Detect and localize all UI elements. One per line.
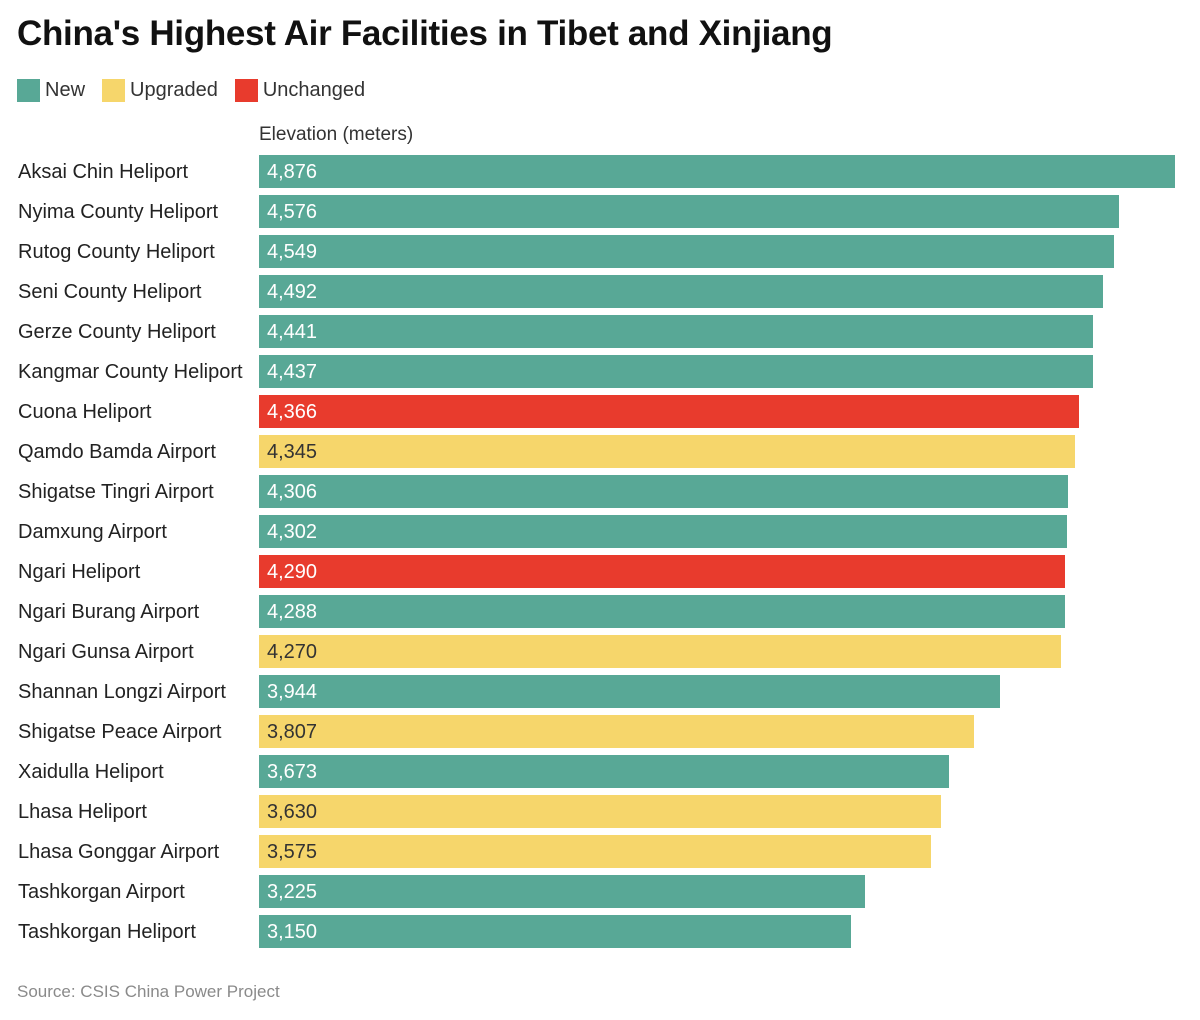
legend-swatch-upgraded xyxy=(102,78,126,102)
value-label: 4,437 xyxy=(267,361,318,383)
value-label: 3,575 xyxy=(267,841,318,863)
category-label: Ngari Heliport xyxy=(18,561,141,583)
value-label: 4,288 xyxy=(267,601,318,623)
value-label: 4,549 xyxy=(267,241,318,263)
bar-row: Seni County Heliport 4,492 xyxy=(0,272,1200,312)
bar-row: Cuona Heliport 4,366 xyxy=(0,392,1200,432)
bar-row: Lhasa Heliport 3,630 xyxy=(0,792,1200,832)
category-label: Damxung Airport xyxy=(18,521,167,543)
source-note: Source: CSIS China Power Project xyxy=(17,982,280,1001)
bar-row: Xaidulla Heliport 3,673 xyxy=(0,752,1200,792)
category-label: Shannan Longzi Airport xyxy=(18,681,226,703)
value-label: 4,576 xyxy=(267,201,318,223)
legend-label-new: New xyxy=(45,78,86,101)
bar xyxy=(259,235,1114,268)
category-label: Qamdo Bamda Airport xyxy=(18,441,216,463)
value-label: 3,630 xyxy=(267,801,318,823)
bar xyxy=(259,755,949,788)
chart-title: China's Highest Air Facilities in Tibet … xyxy=(17,14,833,53)
legend: New Upgraded Unchanged xyxy=(17,78,382,102)
bar-row: Qamdo Bamda Airport 4,345 xyxy=(0,432,1200,472)
value-label: 3,807 xyxy=(267,721,318,743)
bar xyxy=(259,715,975,748)
category-label: Aksai Chin Heliport xyxy=(18,161,189,183)
bar-row: Gerze County Heliport 4,441 xyxy=(0,312,1200,352)
bar-row: Ngari Gunsa Airport 4,270 xyxy=(0,632,1200,672)
category-label: Ngari Gunsa Airport xyxy=(18,641,194,663)
bar xyxy=(259,915,851,948)
value-label: 4,345 xyxy=(267,441,318,463)
value-label: 4,306 xyxy=(267,481,318,503)
legend-item-upgraded: Upgraded xyxy=(102,78,218,102)
legend-swatch-new xyxy=(17,78,40,102)
legend-item-new: New xyxy=(17,78,86,102)
bar xyxy=(259,155,1175,188)
value-label: 3,673 xyxy=(267,761,318,783)
bar-row: Lhasa Gonggar Airport 3,575 xyxy=(0,832,1200,872)
bar-row: Tashkorgan Heliport 3,150 xyxy=(0,912,1200,952)
bar-row: Damxung Airport 4,302 xyxy=(0,512,1200,552)
bar xyxy=(259,315,1094,348)
bar-row: Shigatse Peace Airport 3,807 xyxy=(0,712,1200,752)
category-label: Lhasa Gonggar Airport xyxy=(18,841,220,863)
bar xyxy=(259,195,1119,228)
category-label: Xaidulla Heliport xyxy=(18,761,164,783)
category-label: Ngari Burang Airport xyxy=(18,601,200,623)
category-label: Tashkorgan Airport xyxy=(18,881,185,903)
x-axis-label: Elevation (meters) xyxy=(259,124,414,145)
legend-item-unchanged: Unchanged xyxy=(234,78,366,102)
value-label: 3,944 xyxy=(267,681,318,703)
bar xyxy=(259,795,941,828)
category-label: Shigatse Tingri Airport xyxy=(18,481,214,503)
bar xyxy=(259,835,931,868)
bar-row: Rutog County Heliport 4,549 xyxy=(0,232,1200,272)
bar-chart: Aksai Chin Heliport 4,876 Nyima County Hel… xyxy=(0,152,1200,952)
category-label: Cuona Heliport xyxy=(18,401,152,423)
category-label: Rutog County Heliport xyxy=(18,241,215,263)
bar-row: Nyima County Heliport 4,576 xyxy=(0,192,1200,232)
category-label: Nyima County Heliport xyxy=(18,201,219,223)
value-label: 4,290 xyxy=(267,561,318,583)
bar-row: Shannan Longzi Airport 3,944 xyxy=(0,672,1200,712)
bar xyxy=(259,875,865,908)
legend-swatch-unchanged xyxy=(234,78,258,102)
bar xyxy=(259,595,1065,628)
value-label: 4,876 xyxy=(267,161,318,183)
bar-row: Ngari Heliport 4,290 xyxy=(0,552,1200,592)
category-label: Lhasa Heliport xyxy=(18,801,147,823)
legend-label-upgraded: Upgraded xyxy=(130,78,218,101)
bar-row: Kangmar County Heliport 4,437 xyxy=(0,352,1200,392)
value-label: 3,150 xyxy=(267,921,318,943)
value-label: 4,492 xyxy=(267,281,318,303)
bar-row: Ngari Burang Airport 4,288 xyxy=(0,592,1200,632)
legend-label-unchanged: Unchanged xyxy=(262,78,366,101)
bar-row: Shigatse Tingri Airport 4,306 xyxy=(0,472,1200,512)
category-label: Gerze County Heliport xyxy=(18,321,216,343)
bar xyxy=(259,515,1068,548)
category-label: Shigatse Peace Airport xyxy=(18,721,222,743)
value-label: 4,441 xyxy=(267,321,318,343)
bar xyxy=(259,355,1093,388)
category-label: Seni County Heliport xyxy=(18,281,202,303)
bar xyxy=(259,675,1000,708)
category-label: Tashkorgan Heliport xyxy=(18,921,196,943)
bar xyxy=(259,635,1062,668)
value-label: 4,366 xyxy=(267,401,318,423)
bar xyxy=(259,555,1065,588)
bar xyxy=(259,275,1103,308)
bar-row: Tashkorgan Airport 3,225 xyxy=(0,872,1200,912)
bar-row: Aksai Chin Heliport 4,876 xyxy=(0,152,1200,192)
value-label: 4,270 xyxy=(267,641,318,663)
value-label: 3,225 xyxy=(267,881,318,903)
category-label: Kangmar County Heliport xyxy=(18,361,243,383)
bar xyxy=(259,395,1080,428)
bar xyxy=(259,435,1076,468)
value-label: 4,302 xyxy=(267,521,318,543)
bar xyxy=(259,475,1068,508)
